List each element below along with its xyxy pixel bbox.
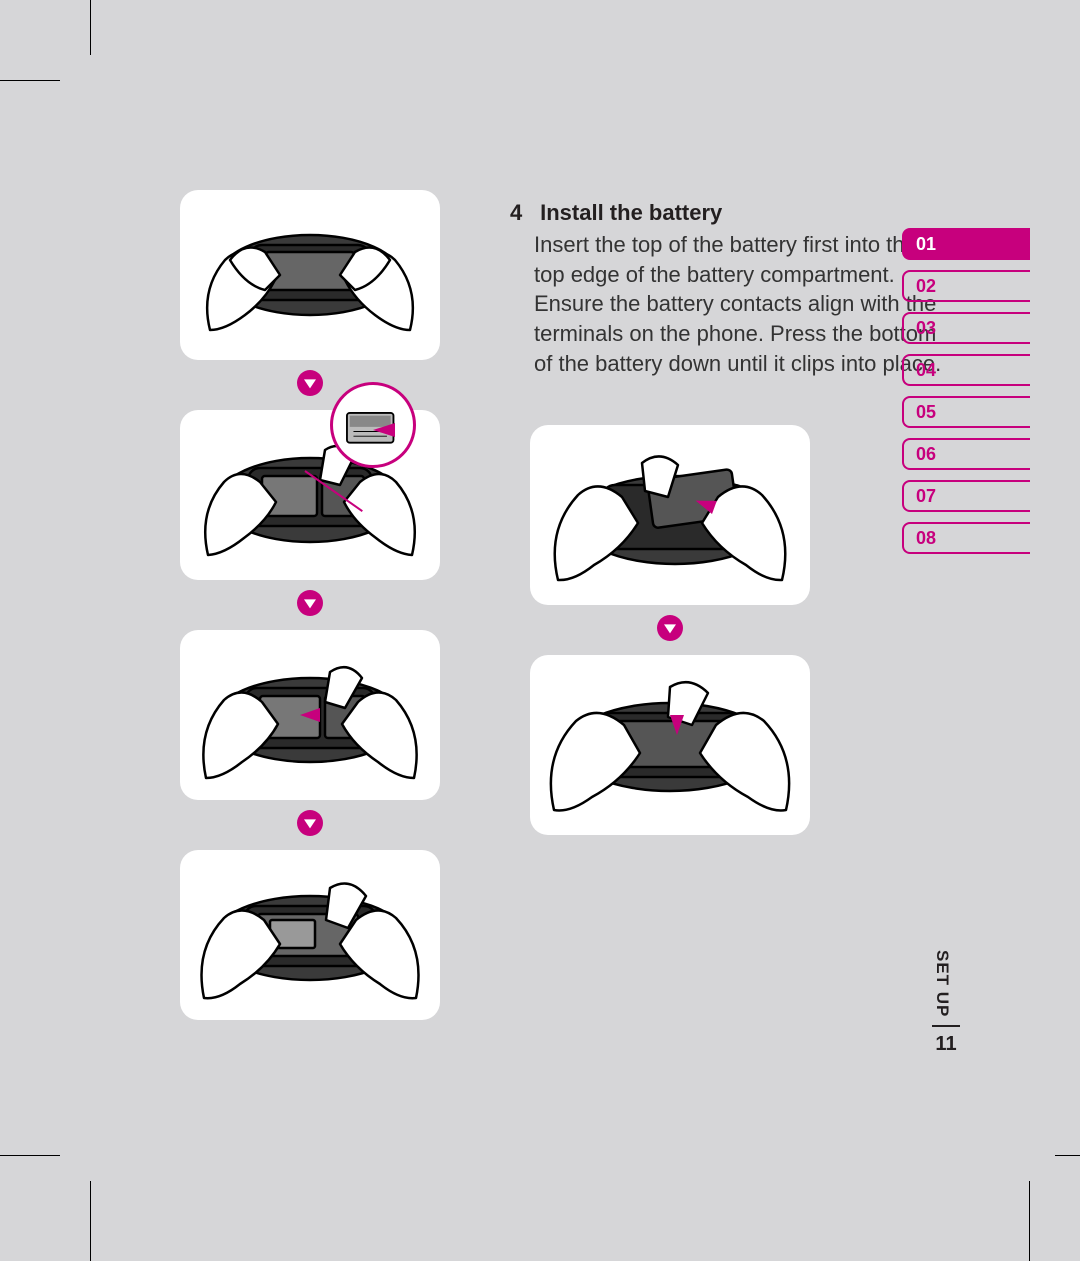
page-number: 11 — [932, 1033, 960, 1056]
page-footer: SET UP 11 — [932, 950, 960, 1056]
illustration-column-right — [530, 425, 810, 845]
illustration-step-2 — [180, 410, 440, 580]
illustration-step-4 — [180, 850, 440, 1020]
section-tab-08[interactable]: 08 — [902, 522, 1030, 554]
step-title: Install the battery — [540, 200, 722, 225]
illustration-step-1 — [180, 190, 440, 360]
section-tab-03[interactable]: 03 — [902, 312, 1030, 344]
crop-mark — [0, 80, 60, 81]
section-tabs: 01 02 03 04 05 06 07 08 — [902, 228, 1030, 554]
arrow-left-icon — [300, 708, 320, 722]
footer-rule — [932, 1025, 960, 1027]
step-number: 4 — [510, 200, 534, 226]
illustration-battery-2 — [530, 655, 810, 835]
section-tab-06[interactable]: 06 — [902, 438, 1030, 470]
arrow-down-icon — [657, 615, 683, 641]
section-tab-04[interactable]: 04 — [902, 354, 1030, 386]
section-label: SET UP — [932, 950, 952, 1017]
section-tab-05[interactable]: 05 — [902, 396, 1030, 428]
step-body: Insert the top of the battery first into… — [534, 230, 950, 378]
illustration-column-left — [180, 190, 440, 1030]
crop-mark — [0, 1155, 60, 1156]
section-tab-01[interactable]: 01 — [902, 228, 1030, 260]
arrow-down-icon — [297, 370, 323, 396]
section-tab-07[interactable]: 07 — [902, 480, 1030, 512]
crop-mark — [90, 1181, 91, 1261]
crop-mark — [1055, 1155, 1080, 1156]
section-tab-02[interactable]: 02 — [902, 270, 1030, 302]
callout-zoom-icon — [330, 382, 416, 468]
arrow-down-icon — [297, 590, 323, 616]
crop-mark — [1029, 1181, 1030, 1261]
page-frame: 4 Install the battery Insert the top of … — [90, 30, 1030, 1186]
arrow-down-small-icon — [670, 715, 684, 735]
instruction-text: 4 Install the battery Insert the top of … — [510, 200, 950, 408]
illustration-step-3 — [180, 630, 440, 800]
arrow-down-icon — [297, 810, 323, 836]
step-heading: 4 Install the battery — [510, 200, 950, 226]
arrow-left-icon — [373, 423, 395, 437]
illustration-battery-1 — [530, 425, 810, 605]
